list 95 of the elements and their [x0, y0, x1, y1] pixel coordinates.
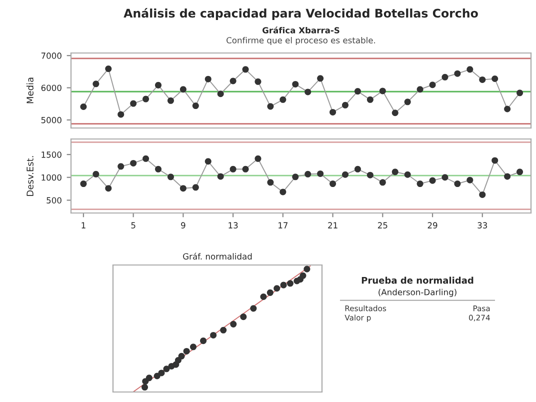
- point: [404, 171, 411, 178]
- point: [242, 166, 249, 172]
- x-tick-label: 33: [478, 222, 488, 228]
- point: [155, 166, 162, 172]
- point: [130, 100, 137, 107]
- point: [304, 88, 312, 96]
- x-tick-label: 13: [228, 222, 238, 228]
- point: [366, 96, 374, 103]
- point: [466, 176, 474, 184]
- x-tick-label: 1: [82, 222, 86, 228]
- point: [330, 108, 336, 116]
- point: [92, 170, 100, 178]
- point: [317, 170, 324, 177]
- chart-subtitle: Gráfica Xbarra-S: [262, 26, 340, 34]
- point: [366, 172, 374, 178]
- point: [167, 97, 174, 104]
- point: [504, 106, 511, 112]
- x-tick-label: 9: [181, 222, 186, 228]
- point: [442, 74, 448, 80]
- point: [192, 184, 199, 191]
- point: [92, 80, 100, 88]
- x-tick-label: 17: [278, 222, 288, 228]
- point: [442, 174, 448, 181]
- y-tick-label: 7000: [41, 52, 62, 59]
- point: [130, 160, 137, 166]
- point: [416, 180, 424, 188]
- point: [142, 155, 150, 162]
- point: [167, 174, 174, 180]
- y-tick-label: 1500: [42, 152, 62, 158]
- point: [516, 168, 524, 176]
- point: [492, 157, 498, 164]
- point: [118, 111, 124, 118]
- x-tick-label: 21: [328, 222, 338, 228]
- y-tick-label: 6000: [41, 84, 62, 92]
- point: [267, 103, 274, 110]
- point: [354, 166, 361, 172]
- point: [479, 76, 486, 83]
- point: [304, 170, 312, 178]
- point: [192, 102, 199, 110]
- point: [466, 66, 474, 73]
- point: [429, 177, 436, 184]
- point: [267, 179, 274, 186]
- point: [280, 96, 286, 103]
- point: [80, 180, 87, 188]
- y-tick-label: 5000: [41, 116, 62, 124]
- text: Gráf. normalidad: [183, 252, 252, 260]
- chart-title: Análisis de capacidad para Velocidad Botellas Corcho: [124, 8, 478, 20]
- point: [330, 180, 336, 188]
- point: [429, 82, 436, 88]
- point: [379, 88, 386, 94]
- point: [379, 179, 386, 186]
- point: [454, 180, 461, 188]
- point: [254, 155, 262, 162]
- point: [204, 76, 212, 82]
- point: [254, 78, 262, 85]
- point: [292, 174, 299, 180]
- point: [516, 90, 524, 96]
- y-tick-label: 1000: [42, 174, 62, 181]
- point: [342, 171, 349, 178]
- y-axis-title: Desv.Est.: [26, 156, 34, 196]
- point: [504, 173, 511, 180]
- point: [180, 185, 186, 192]
- point: [342, 102, 349, 108]
- point: [392, 110, 398, 116]
- x-tick-label: 25: [378, 222, 388, 228]
- x-tick-label: 5: [131, 222, 136, 228]
- point: [105, 66, 112, 72]
- point: [492, 75, 498, 82]
- point: [454, 70, 461, 77]
- point: [280, 188, 286, 196]
- point: [230, 166, 236, 172]
- point: [416, 86, 424, 93]
- point: [118, 163, 124, 170]
- y-tick-label: 500: [46, 197, 62, 204]
- text: Confirme que el proceso es estable.: [226, 36, 376, 46]
- text: (Anderson-Darling): [378, 288, 456, 297]
- point: [155, 82, 162, 88]
- point: [180, 86, 186, 93]
- point: [105, 185, 112, 192]
- point: [230, 78, 236, 84]
- point: [404, 98, 411, 106]
- point: [80, 104, 87, 110]
- point: [242, 66, 249, 73]
- y-axis-title: Media: [26, 78, 34, 104]
- point: [317, 75, 324, 82]
- point: [292, 80, 299, 88]
- point: [217, 90, 224, 98]
- point: [142, 96, 150, 102]
- text: Prueba de normalidad: [362, 276, 474, 284]
- point: [204, 158, 212, 165]
- point: [217, 173, 224, 180]
- x-tick-label: 29: [428, 222, 438, 228]
- point: [354, 88, 361, 95]
- point: [392, 168, 398, 176]
- point: [479, 191, 486, 198]
